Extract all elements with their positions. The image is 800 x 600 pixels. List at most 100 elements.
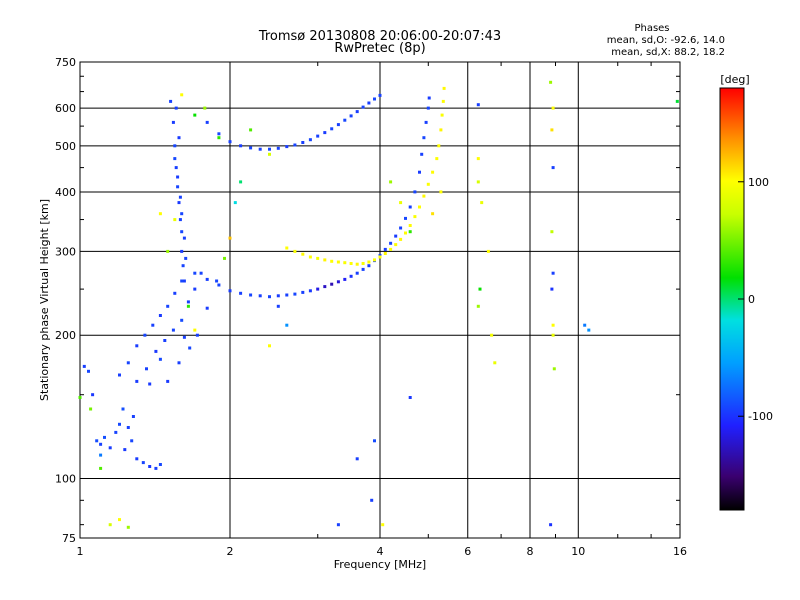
x-tick-label: 6 [464,545,471,558]
x-tick-label: 10 [571,545,585,558]
echo-point [367,260,371,264]
echo-point [439,128,443,132]
echo-point [389,241,393,245]
echo-point [361,105,365,109]
echo-point [228,289,232,293]
echo-point [135,379,139,383]
colorbar-tick-label: -100 [748,410,773,423]
echo-point [276,304,280,308]
echo-point [118,373,121,377]
echo-point [404,231,407,235]
echo-point [420,152,424,156]
echo-point [476,304,480,308]
echo-point [99,466,103,470]
echo-point [178,218,182,222]
echo-point [148,382,152,386]
echo-point [408,230,412,234]
echo-point [550,128,554,132]
echo-point [549,80,553,84]
echo-point [166,304,170,308]
echo-point [195,333,199,337]
echo-point [135,344,139,348]
echo-point [361,267,365,271]
echo-point [87,369,90,373]
echo-point [173,291,177,295]
echo-point [171,328,175,332]
echo-point [431,170,435,174]
echo-point [268,152,271,156]
echo-point [293,143,297,147]
echo-point [349,274,353,278]
echo-point [268,344,271,348]
echo-point [408,396,412,399]
echo-point [82,364,86,368]
echo-point [158,463,162,466]
echo-point [285,293,289,297]
echo-point [249,293,253,297]
echo-point [193,328,197,332]
echo-point [550,287,554,291]
echo-point [355,262,359,266]
echo-point [205,306,209,310]
echo-point [217,283,221,287]
echo-point [114,430,118,434]
echo-point [367,264,371,268]
echo-point [118,422,121,426]
plot-area: 1 2 4 6 8 10 16 75 100 200 300 400 500 600 750 [55,56,687,558]
echo-point [308,289,312,293]
echo-point [158,357,162,361]
y-axis-label: Stationary phase Virtual Height [km] [38,199,51,401]
echo-point [323,285,327,289]
x-tick-label: 4 [377,545,384,558]
echo-point [108,523,112,527]
echo-point [413,215,417,219]
echo-point [131,415,135,418]
echo-point [166,379,170,383]
echo-point [205,120,209,124]
echo-point [228,236,232,240]
echo-point [383,247,387,251]
echo-point [205,277,209,281]
echo-point [442,86,446,90]
echo-point [418,205,421,209]
stats-heading: Phases [634,23,669,34]
echo-point [316,287,320,291]
echo-point [413,190,417,194]
echo-point [130,439,134,443]
echo-point [182,335,186,339]
echo-point [336,123,340,127]
echo-point [181,264,185,268]
echo-point [336,280,340,284]
echo-point [193,113,197,117]
echo-point [103,435,106,439]
echo-point [378,255,382,259]
echo-point [349,114,353,118]
x-axis-label: Frequency [MHz] [334,558,426,571]
echo-point [108,446,112,450]
echo-point [486,249,490,253]
echo-point [89,407,93,411]
echo-point [249,128,253,132]
echo-series [118,271,219,386]
echo-point [675,99,679,103]
echo-point [193,271,197,275]
echo-point [276,146,280,150]
echo-point [316,256,320,260]
echo-point [193,287,197,291]
echo-point [373,97,376,101]
echo-point [426,106,430,110]
echo-points [78,80,679,529]
echo-point [330,282,334,286]
echo-point [158,314,162,317]
echo-point [126,426,130,429]
echo-point [163,339,167,342]
y-tick-label: 300 [55,245,76,258]
chart-subtitle: RwPretec (8p) [334,41,425,56]
echo-point [95,439,99,443]
echo-point [239,291,243,295]
echo-point [145,367,148,371]
y-tick-label: 100 [55,473,76,486]
echo-point [389,180,393,184]
colorbar-tick-label: 0 [748,293,755,306]
echo-point [217,132,221,136]
